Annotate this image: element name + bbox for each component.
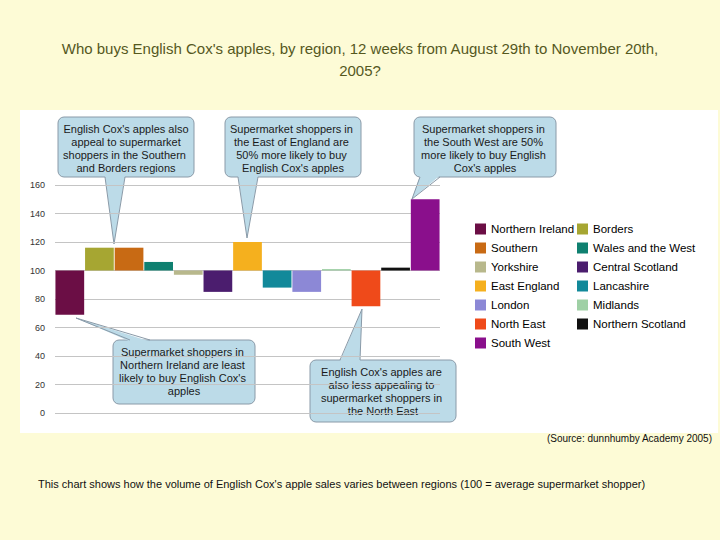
- svg-text:Borders: Borders: [593, 223, 634, 235]
- svg-text:100: 100: [30, 266, 45, 276]
- svg-text:140: 140: [30, 209, 45, 219]
- svg-text:Central Scotland: Central Scotland: [593, 261, 678, 273]
- svg-text:Northern Ireland are least: Northern Ireland are least: [120, 359, 248, 371]
- svg-text:Southern: Southern: [491, 242, 538, 254]
- svg-text:also less appealing to: also less appealing to: [328, 378, 438, 391]
- svg-text:Lancashire: Lancashire: [593, 280, 649, 292]
- svg-text:English Cox's apples are: English Cox's apples are: [321, 366, 445, 378]
- svg-text:the South West are 50%: the South West are 50%: [424, 136, 546, 148]
- html-text:This chart shows how the volum: This chart shows how the volume of Engli…: [38, 478, 646, 490]
- svg-text:South West: South West: [491, 337, 551, 349]
- svg-text:apples: apples: [168, 385, 201, 397]
- svg-text:160: 160: [30, 180, 45, 190]
- svg-text:more likely to buy English: more likely to buy English: [421, 149, 549, 161]
- svg-text:Wales and the West: Wales and the West: [593, 242, 696, 254]
- svg-text:likely to buy English Cox's: likely to buy English Cox's: [119, 372, 249, 384]
- svg-text:Yorkshire: Yorkshire: [491, 261, 539, 273]
- svg-text:appeal to supermarket: appeal to supermarket: [68, 136, 184, 148]
- svg-text:supermarket shoppers in: supermarket shoppers in: [321, 392, 445, 404]
- svg-text:Cox's apples: Cox's apples: [454, 162, 517, 174]
- svg-text:0: 0: [40, 408, 45, 418]
- svg-text:Supermarket shoppers in: Supermarket shoppers in: [121, 346, 247, 358]
- svg-text:the East of England are: the East of England are: [234, 136, 352, 148]
- html-text:(Source: dunnhumby Academy 200: (Source: dunnhumby Academy 2005): [546, 433, 712, 444]
- svg-text:80: 80: [35, 294, 45, 304]
- html-text:Who buys English Cox's apples,: Who buys English Cox's apples, by region…: [61, 40, 659, 79]
- svg-text:the North East: the North East: [348, 405, 418, 417]
- svg-text:London: London: [491, 299, 529, 311]
- svg-text:English Cox's apples also: English Cox's apples also: [63, 123, 188, 135]
- svg-text:120: 120: [30, 237, 45, 247]
- svg-text:60: 60: [35, 323, 45, 333]
- svg-text:Supermarket shoppers in: Supermarket shoppers in: [422, 123, 548, 135]
- svg-text:Northern Ireland: Northern Ireland: [491, 223, 574, 235]
- svg-text:50% more likely to buy: 50% more likely to buy: [236, 149, 350, 161]
- svg-text:shoppers in the Southern: shoppers in the Southern: [63, 149, 189, 161]
- svg-text:Northern Scotland: Northern Scotland: [593, 318, 686, 330]
- svg-text:East England: East England: [491, 280, 559, 292]
- svg-text:and Borders regions: and Borders regions: [76, 162, 176, 174]
- svg-text:40: 40: [35, 351, 45, 361]
- svg-text:Supermarket shoppers in: Supermarket shoppers in: [230, 123, 356, 135]
- svg-text:Midlands: Midlands: [593, 299, 639, 311]
- svg-text:North East: North East: [491, 318, 546, 330]
- svg-text:20: 20: [35, 380, 45, 390]
- svg-text:English Cox's apples: English Cox's apples: [242, 162, 344, 174]
